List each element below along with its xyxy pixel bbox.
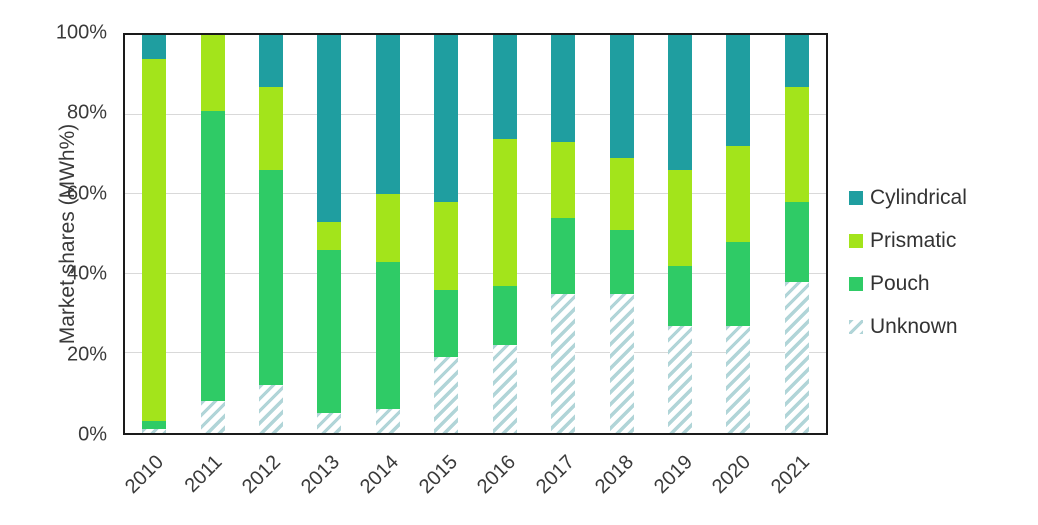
- legend-swatch-pouch-icon: [849, 276, 863, 291]
- y-axis-ticks: 0% 20% 40% 60% 80% 100%: [0, 22, 113, 446]
- bar-2010-segment-prismatic: [142, 58, 167, 422]
- x-tick-label-2018: 2018: [590, 451, 638, 499]
- bar-2012-segment-prismatic: [259, 86, 284, 171]
- bar-2020-segment-prismatic: [726, 146, 751, 242]
- y-tick-label-20pct: 20%: [66, 343, 107, 366]
- y-tick-label-80pct: 80%: [66, 101, 107, 124]
- bar-2012-segment-unknown: [259, 385, 284, 433]
- x-tick-label-2020: 2020: [708, 451, 756, 499]
- x-tick-label-2021: 2021: [767, 451, 815, 499]
- bar-2012: [259, 35, 284, 433]
- bar-2020-segment-pouch: [726, 241, 751, 326]
- y-tick-label-100pct: 100%: [55, 21, 107, 44]
- legend-item-unknown: Unknown: [849, 315, 967, 338]
- bar-2014-segment-prismatic: [375, 194, 400, 262]
- gridline-80: [125, 113, 826, 115]
- bar-2011-segment-unknown: [200, 401, 225, 433]
- bar-2019: [667, 35, 692, 433]
- bar-2016-segment-pouch: [492, 285, 517, 346]
- legend-label-cylindrical: Cylindrical: [870, 185, 967, 209]
- bar-2021-segment-prismatic: [784, 86, 809, 203]
- y-tick-label-60pct: 60%: [66, 182, 107, 205]
- x-tick-label-2013: 2013: [297, 451, 345, 499]
- legend-swatch-unknown-icon: [849, 319, 863, 334]
- gridline-40: [125, 272, 826, 274]
- bar-2017-segment-cylindrical: [551, 35, 576, 143]
- bar-2020-segment-cylindrical: [726, 35, 751, 147]
- bar-2014-segment-unknown: [375, 409, 400, 433]
- bar-2010-segment-unknown: [142, 429, 167, 433]
- bar-2012-segment-pouch: [259, 170, 284, 386]
- x-tick-label-2014: 2014: [355, 451, 403, 499]
- bar-2016-segment-cylindrical: [492, 35, 517, 139]
- legend-swatch-prismatic-icon: [849, 233, 863, 248]
- bar-2021-segment-pouch: [784, 202, 809, 282]
- bar-2016-segment-unknown: [492, 345, 517, 433]
- bar-2014-segment-cylindrical: [375, 35, 400, 195]
- bar-2021-segment-cylindrical: [784, 35, 809, 87]
- gridline-60: [125, 193, 826, 195]
- legend-label-pouch: Pouch: [870, 271, 930, 295]
- bar-2020: [726, 35, 751, 433]
- bar-2018-segment-prismatic: [609, 158, 634, 231]
- bar-2010: [142, 35, 167, 433]
- x-tick-label-2012: 2012: [238, 451, 286, 499]
- bar-2021: [784, 35, 809, 433]
- x-tick-label-2015: 2015: [414, 451, 462, 499]
- bar-2019-segment-unknown: [667, 325, 692, 433]
- bar-2017: [551, 35, 576, 433]
- legend-item-cylindrical: Cylindrical: [849, 186, 967, 209]
- x-axis-ticks: 2010 2011 2012 2013 2014 2015 2016 2017 2018 2019…: [120, 437, 828, 517]
- bar-2016-segment-prismatic: [492, 138, 517, 286]
- bar-2010-segment-pouch: [142, 421, 167, 430]
- x-tick-label-2016: 2016: [473, 451, 521, 499]
- x-tick-label-2017: 2017: [532, 451, 580, 499]
- gridline-20: [125, 352, 826, 354]
- bar-2014: [375, 35, 400, 433]
- bar-2016: [492, 35, 517, 433]
- bar-2018-segment-unknown: [609, 293, 634, 433]
- bar-2013-segment-unknown: [317, 413, 342, 433]
- bar-2010-segment-cylindrical: [142, 35, 167, 59]
- bar-2015-segment-cylindrical: [434, 35, 459, 203]
- bar-2018-segment-pouch: [609, 230, 634, 294]
- bar-2017-segment-pouch: [551, 218, 576, 294]
- y-tick-label-0pct: 0%: [78, 423, 107, 446]
- bar-2013-segment-prismatic: [317, 222, 342, 250]
- legend-item-prismatic: Prismatic: [849, 229, 967, 252]
- legend-swatch-cylindrical-icon: [849, 190, 863, 205]
- bar-2019-segment-prismatic: [667, 170, 692, 266]
- bar-2015-segment-unknown: [434, 357, 459, 433]
- bar-2015-segment-prismatic: [434, 202, 459, 290]
- bar-2019-segment-cylindrical: [667, 35, 692, 171]
- legend-label-unknown: Unknown: [870, 314, 958, 338]
- plot-area: [123, 33, 828, 435]
- x-tick-label-2019: 2019: [649, 451, 697, 499]
- legend: Cylindrical Prismatic Pouch Unknown: [849, 186, 967, 338]
- bar-2021-segment-unknown: [784, 281, 809, 433]
- bar-2017-segment-prismatic: [551, 142, 576, 219]
- bar-2017-segment-unknown: [551, 293, 576, 433]
- x-tick-label-2010: 2010: [120, 451, 168, 499]
- bar-2019-segment-pouch: [667, 265, 692, 326]
- y-tick-label-40pct: 40%: [66, 262, 107, 285]
- bar-2018-segment-cylindrical: [609, 35, 634, 159]
- bar-2013-segment-cylindrical: [317, 35, 342, 223]
- legend-item-pouch: Pouch: [849, 272, 967, 295]
- bar-2015: [434, 35, 459, 433]
- bar-2013: [317, 35, 342, 433]
- bar-2020-segment-unknown: [726, 325, 751, 433]
- bar-2015-segment-pouch: [434, 289, 459, 358]
- bar-2013-segment-pouch: [317, 249, 342, 414]
- bar-2012-segment-cylindrical: [259, 35, 284, 87]
- bar-2011: [200, 35, 225, 433]
- bar-2014-segment-pouch: [375, 261, 400, 410]
- bar-2011-segment-prismatic: [200, 35, 225, 111]
- legend-label-prismatic: Prismatic: [870, 228, 957, 252]
- bar-2018: [609, 35, 634, 433]
- x-tick-label-2011: 2011: [180, 451, 227, 497]
- bar-2011-segment-pouch: [200, 110, 225, 402]
